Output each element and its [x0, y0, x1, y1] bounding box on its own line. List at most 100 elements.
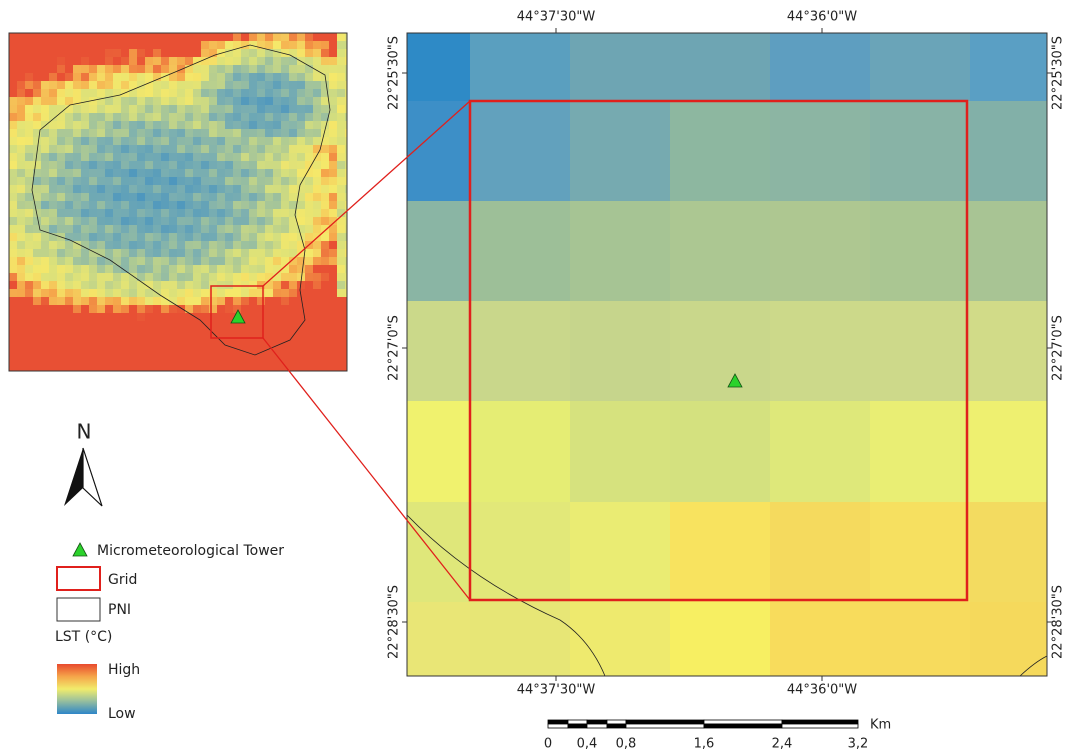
raster-cell	[241, 65, 249, 73]
raster-cell	[193, 321, 201, 329]
raster-cell	[89, 369, 97, 377]
raster-cell	[345, 41, 353, 49]
raster-cell	[970, 401, 1047, 502]
raster-cell	[233, 81, 241, 89]
raster-cell	[249, 313, 257, 321]
raster-cell	[297, 33, 305, 41]
raster-cell	[345, 145, 353, 153]
raster-cell	[161, 57, 169, 65]
raster-cell	[217, 321, 225, 329]
raster-cell	[89, 225, 97, 233]
raster-cell	[257, 105, 265, 113]
raster-cell	[185, 33, 193, 41]
raster-cell	[201, 33, 209, 41]
raster-cell	[33, 65, 41, 73]
raster-cell	[273, 153, 281, 161]
raster-cell	[177, 289, 185, 297]
raster-cell	[41, 281, 49, 289]
raster-cell	[305, 313, 313, 321]
raster-cell	[145, 65, 153, 73]
raster-cell	[97, 369, 105, 377]
raster-cell	[870, 401, 970, 502]
raster-cell	[153, 249, 161, 257]
raster-cell	[73, 129, 81, 137]
raster-cell	[89, 121, 97, 129]
raster-cell	[470, 101, 570, 201]
raster-cell	[289, 169, 297, 177]
raster-cell	[33, 241, 41, 249]
raster-cell	[49, 129, 57, 137]
raster-cell	[41, 321, 49, 329]
raster-cell	[169, 337, 177, 345]
raster-cell	[105, 161, 113, 169]
raster-cell	[257, 145, 265, 153]
raster-cell	[249, 273, 257, 281]
raster-cell	[321, 305, 329, 313]
raster-cell	[113, 65, 121, 73]
raster-cell	[89, 233, 97, 241]
raster-cell	[233, 169, 241, 177]
raster-cell	[185, 273, 193, 281]
raster-cell	[265, 41, 273, 49]
raster-cell	[25, 129, 33, 137]
raster-cell	[305, 193, 313, 201]
raster-cell	[217, 41, 225, 49]
raster-cell	[9, 257, 17, 265]
raster-cell	[81, 281, 89, 289]
raster-cell	[161, 289, 169, 297]
raster-cell	[281, 289, 289, 297]
raster-cell	[65, 129, 73, 137]
raster-cell	[89, 289, 97, 297]
raster-cell	[25, 89, 33, 97]
raster-cell	[41, 185, 49, 193]
raster-cell	[345, 361, 353, 369]
raster-cell	[49, 49, 57, 57]
raster-cell	[217, 257, 225, 265]
raster-cell	[257, 289, 265, 297]
raster-cell	[169, 169, 177, 177]
legend-label: Low	[108, 706, 136, 722]
raster-cell	[305, 329, 313, 337]
raster-cell	[41, 353, 49, 361]
raster-cell	[233, 97, 241, 105]
raster-cell	[337, 249, 345, 257]
raster-cell	[97, 161, 105, 169]
raster-cell	[201, 97, 209, 105]
raster-cell	[97, 153, 105, 161]
raster-cell	[81, 129, 89, 137]
raster-cell	[345, 209, 353, 217]
raster-cell	[321, 281, 329, 289]
raster-cell	[153, 129, 161, 137]
raster-cell	[153, 281, 161, 289]
raster-cell	[57, 57, 65, 65]
raster-cell	[193, 193, 201, 201]
scale-segment	[607, 724, 626, 728]
raster-cell	[321, 105, 329, 113]
raster-cell	[25, 73, 33, 81]
raster-cell	[153, 169, 161, 177]
raster-cell	[73, 33, 81, 41]
raster-cell	[17, 329, 25, 337]
raster-cell	[89, 169, 97, 177]
raster-cell	[73, 369, 81, 377]
raster-cell	[297, 105, 305, 113]
raster-cell	[281, 129, 289, 137]
raster-cell	[25, 353, 33, 361]
raster-cell	[329, 321, 337, 329]
raster-cell	[185, 57, 193, 65]
raster-cell	[225, 97, 233, 105]
raster-cell	[121, 305, 129, 313]
raster-cell	[297, 41, 305, 49]
raster-cell	[345, 257, 353, 265]
raster-cell	[209, 281, 217, 289]
raster-cell	[153, 201, 161, 209]
raster-cell	[17, 57, 25, 65]
raster-cell	[153, 273, 161, 281]
raster-cell	[233, 73, 241, 81]
raster-cell	[161, 169, 169, 177]
raster-cell	[281, 73, 289, 81]
raster-cell	[41, 137, 49, 145]
raster-cell	[113, 257, 121, 265]
raster-cell	[273, 225, 281, 233]
raster-cell	[17, 201, 25, 209]
